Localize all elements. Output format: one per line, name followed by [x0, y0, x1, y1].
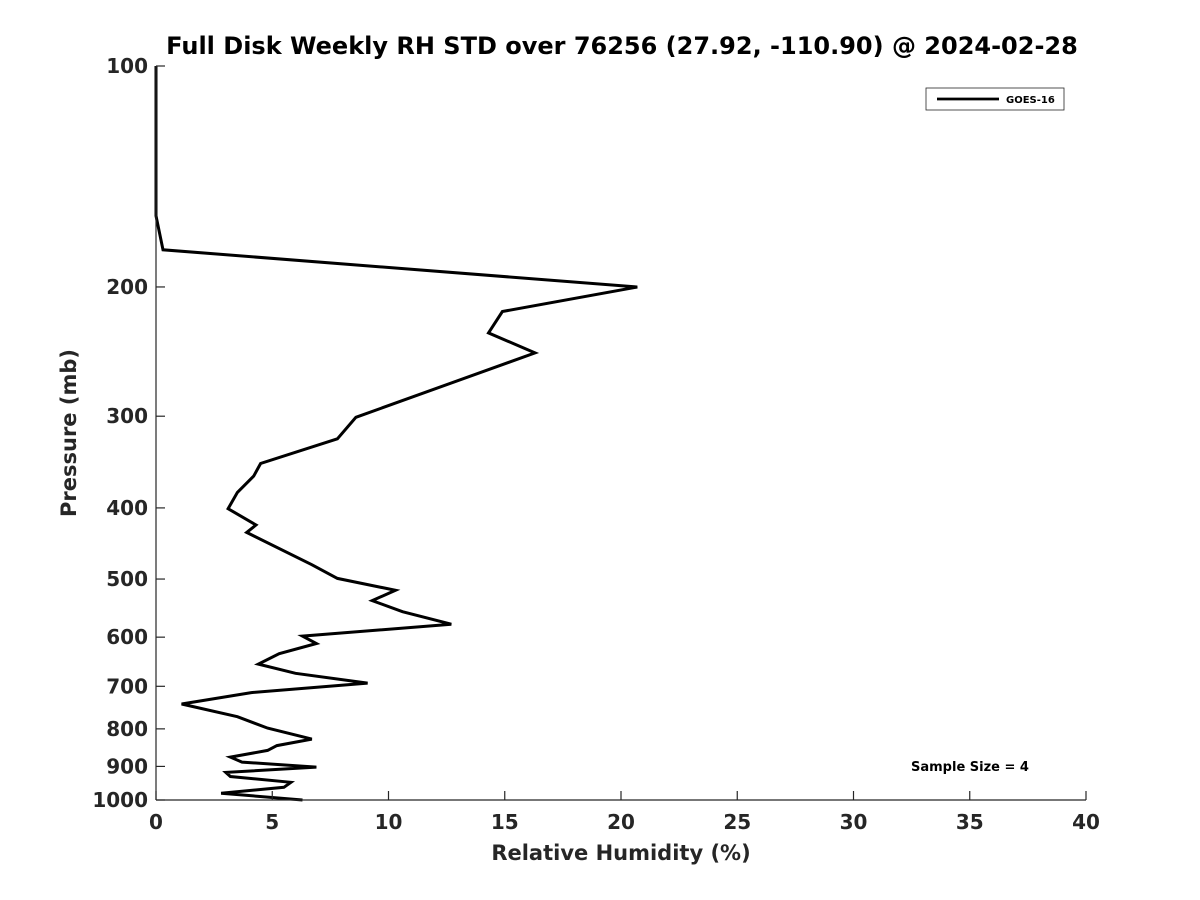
sample-size-annotation: Sample Size = 4	[911, 760, 1029, 775]
chart-title: Full Disk Weekly RH STD over 76256 (27.9…	[166, 32, 1078, 60]
y-tick-label: 1000	[92, 788, 148, 812]
series-layer	[154, 66, 638, 802]
y-tick-label: 900	[106, 754, 148, 778]
y-tick-label: 200	[106, 275, 148, 299]
y-tick-label: 100	[106, 54, 148, 78]
y-axis-ticks: 100 200 300 400 500 600 700 800 900 1000	[92, 54, 165, 812]
y-axis-label: Pressure (mb)	[57, 349, 81, 517]
x-tick-label: 35	[956, 810, 984, 834]
x-tick-label: 25	[723, 810, 751, 834]
legend-label-goes-16: GOES-16	[1006, 95, 1055, 106]
x-axis-label: Relative Humidity (%)	[491, 841, 750, 865]
legend: GOES-16	[925, 87, 1065, 111]
y-tick-label: 500	[106, 567, 148, 591]
x-tick-label: 0	[149, 810, 163, 834]
y-tick-label: 700	[106, 674, 148, 698]
x-tick-label: 5	[265, 810, 279, 834]
plot-area: 0 5 10 15 20 25 30 35 40 100 200 300 400 500 600 700 80…	[92, 54, 1100, 834]
y-tick-label: 300	[106, 404, 148, 428]
y-tick-label: 600	[106, 625, 148, 649]
x-axis-ticks: 0 5 10 15 20 25 30 35 40	[149, 791, 1100, 834]
y-tick-label: 800	[106, 717, 148, 741]
y-tick-label: 400	[106, 496, 148, 520]
x-tick-label: 30	[840, 810, 868, 834]
x-tick-label: 20	[607, 810, 635, 834]
x-tick-label: 40	[1072, 810, 1100, 834]
series-line-goes-16	[154, 66, 638, 802]
x-tick-label: 10	[375, 810, 403, 834]
x-tick-label: 15	[491, 810, 519, 834]
